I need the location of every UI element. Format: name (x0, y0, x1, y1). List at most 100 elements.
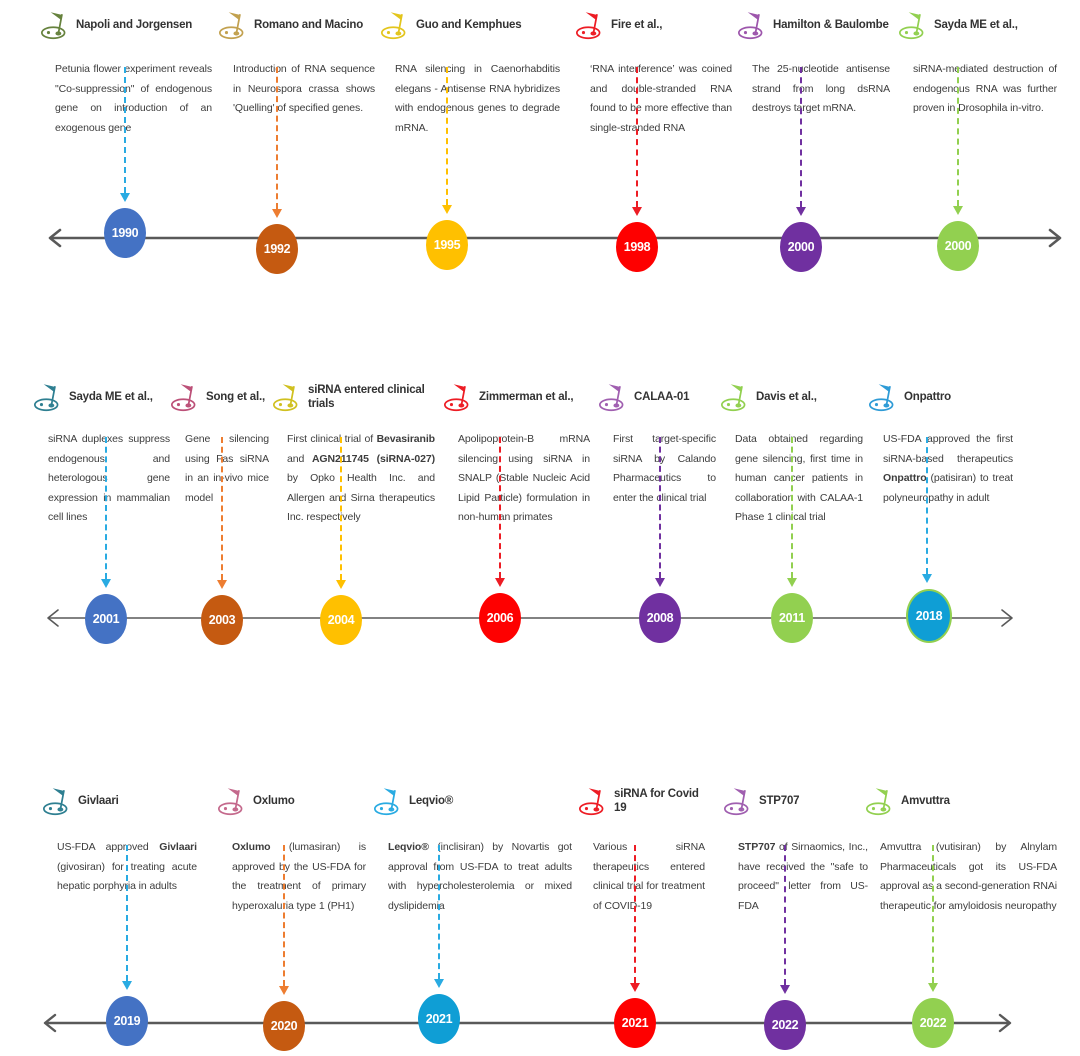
desc-segment: RNA silencing in Caenorhabditis elegans … (395, 63, 560, 134)
dashed-down-arrow (122, 845, 132, 990)
event-header: Amvuttra (864, 786, 1065, 816)
event-title: Amvuttra (901, 794, 950, 807)
dashed-down-arrow (787, 437, 797, 587)
event-header: Davis et al., (719, 382, 871, 412)
desc-segment: of Sirnaomics, Inc., have received the "… (738, 841, 868, 912)
event-title: Sayda ME et al., (934, 18, 1018, 31)
year-marker: 2001 (85, 594, 127, 644)
desc-segment: Oxlumo (232, 841, 271, 853)
event-description: Petunia flower experiment reveals "Co-su… (55, 60, 212, 138)
year-marker: 1990 (104, 208, 146, 258)
event-description: STP707 of Sirnaomics, Inc., have receive… (738, 838, 868, 916)
event-header: Song et al., (169, 382, 277, 412)
event-header: Sayda ME et al., (897, 10, 1065, 40)
desc-segment: US-FDA approved (57, 841, 160, 853)
year-label: 1992 (263, 242, 291, 256)
dashed-down-arrow (442, 67, 452, 214)
event-header: CALAA-01 (597, 382, 724, 412)
dashed-down-arrow (434, 845, 444, 988)
event-title: Napoli and Jorgensen (76, 18, 193, 31)
event-description: ‘RNA interference’ was coined and double… (590, 60, 732, 138)
year-label: 2021 (621, 1016, 649, 1030)
event-title: Onpattro (904, 390, 951, 403)
event-description: The 25-nucleotide antisense strand from … (752, 60, 890, 119)
year-label: 1990 (111, 226, 139, 240)
event-description: US-FDA approved the first siRNA-based th… (883, 430, 1013, 508)
event-header: Hamilton & Baulombe (736, 10, 898, 40)
year-marker: 2018 (906, 589, 952, 643)
event-title: Song et al., (206, 390, 265, 403)
event-title: Givlaari (78, 794, 119, 807)
event-description: RNA silencing in Caenorhabditis elegans … (395, 60, 560, 138)
golf-flag-icon (170, 384, 196, 412)
dashed-down-arrow (953, 67, 963, 215)
event-description: siRNA-mediated destruction of endogenous… (913, 60, 1057, 119)
desc-segment: (lumasiran) is approved by the US-FDA fo… (232, 841, 366, 912)
desc-segment: siRNA duplexes suppress endogenous and h… (48, 433, 170, 523)
golf-flag-icon (217, 788, 243, 816)
golf-flag-icon (865, 788, 891, 816)
year-marker: 2022 (912, 998, 954, 1048)
desc-segment: Bevasiranib (376, 433, 436, 445)
desc-segment: (patisiran) to treat polyneuropathy in a… (883, 472, 1013, 504)
event-title: Sayda ME et al., (69, 390, 153, 403)
event-title: Davis et al., (756, 390, 817, 403)
golf-flag-icon (578, 788, 604, 816)
dashed-down-arrow (336, 437, 346, 589)
event-title: STP707 (759, 794, 800, 807)
desc-segment: First clinical trial of (287, 433, 377, 445)
event-title: Hamilton & Baulombe (773, 18, 889, 31)
golf-flag-icon (720, 384, 746, 412)
golf-flag-icon (373, 788, 399, 816)
desc-segment: siRNA-mediated destruction of endogenous… (913, 63, 1057, 114)
dashed-down-arrow (217, 437, 227, 589)
event-description: First target-specific siRNA by Calando P… (613, 430, 716, 508)
year-label: 2022 (919, 1016, 947, 1030)
golf-flag-icon (898, 12, 924, 40)
desc-segment: (inclisiran) by Novartis got approval fr… (388, 841, 572, 912)
event-description: Data obtained regarding gene silencing, … (735, 430, 863, 528)
event-description: Oxlumo (lumasiran) is approved by the US… (232, 838, 366, 916)
dashed-down-arrow (796, 67, 806, 216)
dashed-down-arrow (780, 845, 790, 994)
timeline-axis (43, 1013, 1012, 1033)
year-label: 2021 (425, 1012, 453, 1026)
golf-flag-icon (598, 384, 624, 412)
golf-flag-icon (42, 788, 68, 816)
year-marker: 2021 (614, 998, 656, 1048)
desc-segment: Apolipoprotein-B mRNA silencing using si… (458, 433, 590, 523)
year-marker: 2019 (106, 996, 148, 1046)
year-marker: 2020 (263, 1001, 305, 1051)
year-label: 2000 (787, 240, 815, 254)
desc-segment: Amvuttra (vutisiran) by Alnylam Pharmace… (880, 841, 1057, 912)
golf-flag-icon (868, 384, 894, 412)
year-marker: 1995 (426, 220, 468, 270)
year-marker: 2022 (764, 1000, 806, 1050)
desc-segment: Givlaari (159, 841, 197, 853)
year-label: 2022 (771, 1018, 799, 1032)
golf-flag-icon (33, 384, 59, 412)
desc-segment: STP707 (738, 841, 776, 853)
year-label: 2008 (646, 611, 674, 625)
golf-flag-icon (737, 12, 763, 40)
event-title: Zimmerman et al., (479, 390, 574, 403)
event-title: Romano and Macino (254, 18, 364, 31)
year-label: 2003 (208, 613, 236, 627)
event-header: Leqvio® (372, 786, 580, 816)
dashed-down-arrow (101, 437, 111, 588)
golf-flag-icon (380, 12, 406, 40)
year-label: 1998 (623, 240, 651, 254)
dashed-down-arrow (928, 845, 938, 992)
event-header: Oxlumo (216, 786, 374, 816)
year-label: 2001 (92, 612, 120, 626)
year-marker: 1992 (256, 224, 298, 274)
event-description: US-FDA approved Givlaari (givosiran) for… (57, 838, 197, 897)
event-title: CALAA-01 (634, 390, 690, 403)
desc-segment: Introduction of RNA sequence in Neurospo… (233, 63, 375, 114)
event-description: First clinical trial of Bevasiranib and … (287, 430, 435, 528)
desc-segment: The 25-nucleotide antisense strand from … (752, 63, 890, 114)
event-title: Leqvio® (409, 794, 454, 807)
golf-flag-icon (443, 384, 469, 412)
year-marker: 2000 (937, 221, 979, 271)
dashed-down-arrow (495, 437, 505, 587)
